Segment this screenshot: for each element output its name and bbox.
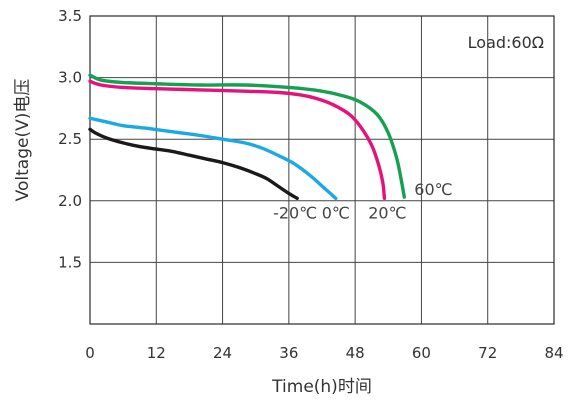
x-tick-labels: 0 12 24 36 48 60 72 84: [85, 344, 563, 362]
series-group: [88, 73, 406, 201]
series-label: 20℃: [368, 203, 406, 222]
series-label: -20℃: [273, 203, 317, 222]
plot-area: [90, 16, 554, 324]
y-tick-label: 3.0: [58, 69, 82, 87]
load-annotation: Load:60Ω: [468, 33, 544, 52]
y-axis-title: Voltage(V)电压: [13, 79, 33, 202]
x-axis-title: Time(h)时间: [271, 377, 372, 397]
series-line: [88, 116, 338, 201]
x-tick-label: 84: [544, 344, 563, 362]
x-tick-label: 0: [85, 344, 95, 362]
series-label: 0℃: [322, 203, 350, 222]
grid-lines: [90, 16, 554, 324]
y-tick-label: 3.5: [58, 7, 82, 25]
x-tick-label: 24: [213, 344, 232, 362]
series-line: [88, 73, 406, 199]
x-tick-label: 36: [279, 344, 298, 362]
y-tick-label: 2.0: [58, 192, 82, 210]
series-labels: -20℃ 0℃ 20℃ 60℃: [273, 180, 453, 222]
x-tick-label: 48: [346, 344, 365, 362]
y-tick-labels: 1.5 2.0 2.5 3.0 3.5: [58, 7, 82, 271]
y-tick-label: 2.5: [58, 130, 82, 148]
series-line: [88, 127, 299, 201]
series-label: 60℃: [414, 180, 452, 199]
x-tick-label: 72: [478, 344, 497, 362]
x-tick-label: 12: [147, 344, 166, 362]
y-tick-label: 1.5: [58, 253, 82, 271]
plot-frame: [89, 15, 555, 325]
x-tick-label: 60: [412, 344, 431, 362]
series-line: [88, 79, 387, 201]
